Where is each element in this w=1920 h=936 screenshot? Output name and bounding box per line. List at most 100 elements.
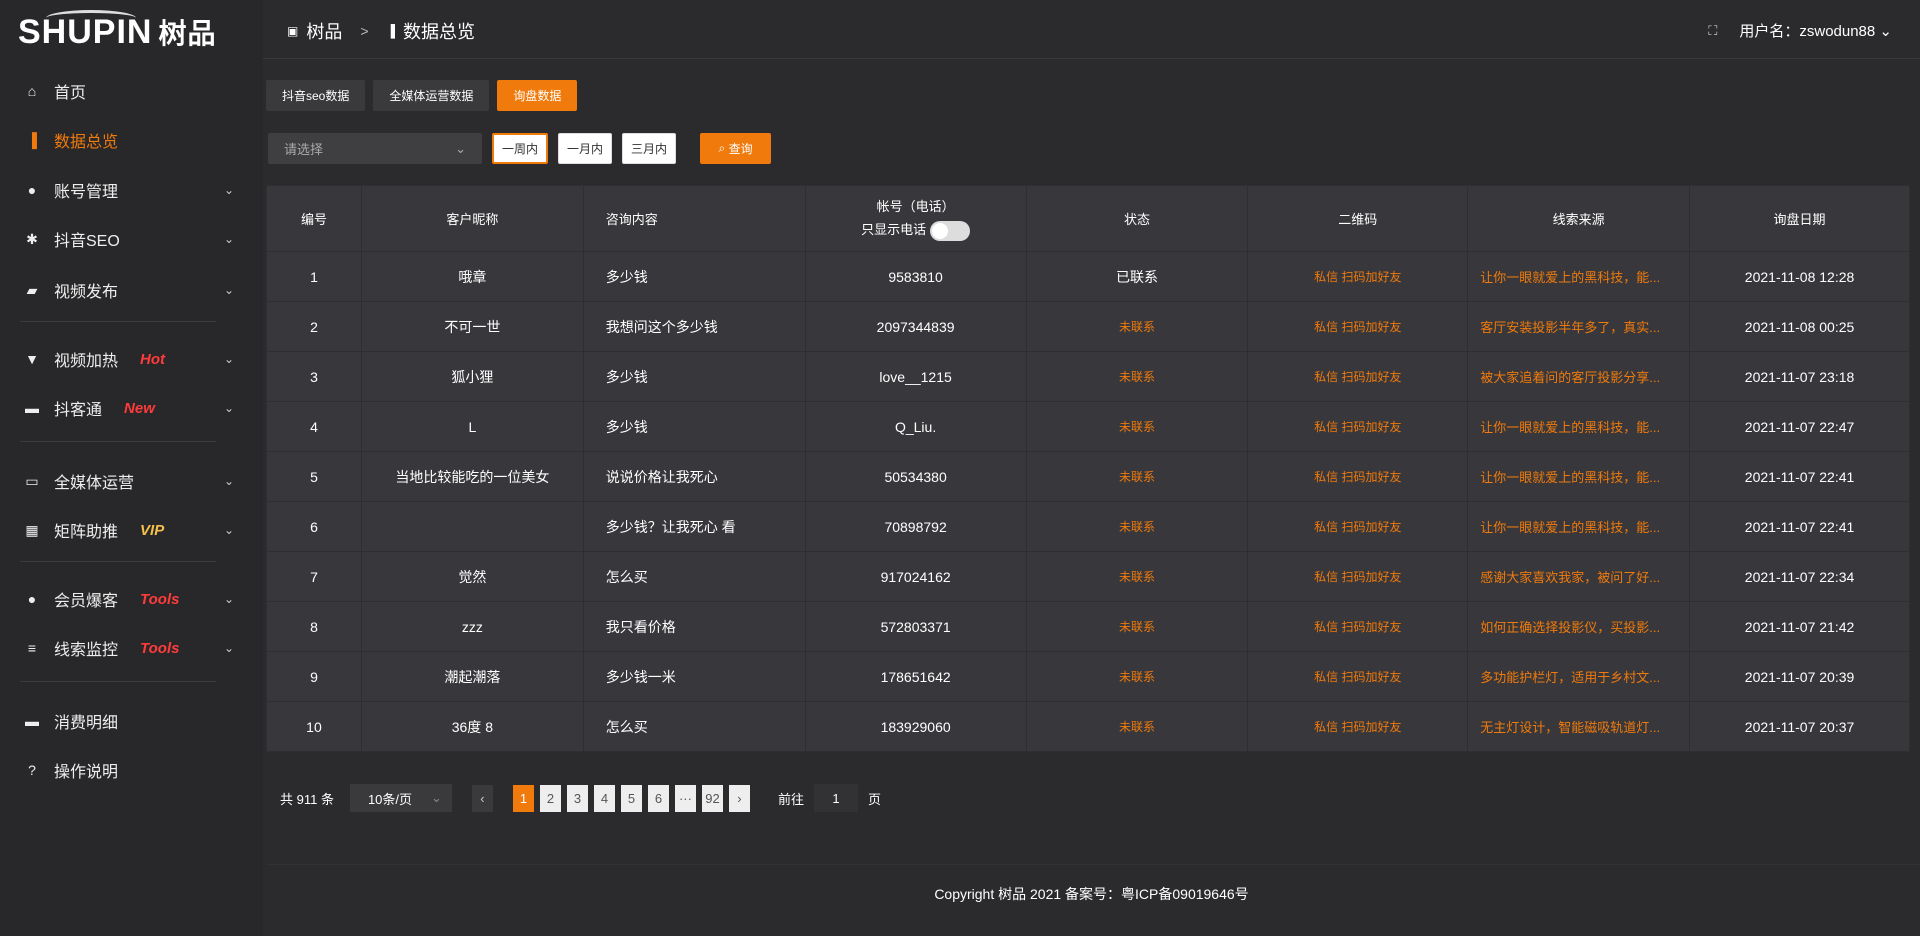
chevron-down-icon: ⌄ — [223, 474, 234, 488]
select-placeholder: 请选择 — [284, 142, 324, 157]
qr-add-friend-link[interactable]: 私信 扫码加好友 — [1247, 551, 1469, 602]
chevron-down-icon: ⌄ — [431, 790, 442, 805]
home-icon: ⌂ — [27, 83, 37, 99]
qr-add-friend-link[interactable]: 私信 扫码加好友 — [1247, 651, 1469, 702]
cell-source-link[interactable]: 让你一眼就爱上的黑科技，能... — [1467, 401, 1691, 452]
sidebar-item[interactable]: ▬ 抖客通 New ⌄ — [24, 393, 234, 423]
sidebar-item-label: 抖客通 — [54, 402, 103, 419]
sidebar-item[interactable]: ≡ 线索监控 Tools ⌄ — [24, 633, 234, 663]
sidebar-item[interactable]: ▼ 视频加热 Hot ⌄ — [24, 344, 234, 374]
sidebar-item-label: 视频发布 — [54, 284, 119, 301]
fullscreen-icon[interactable]: ⛶ — [1708, 22, 1718, 38]
user-menu[interactable]: 用户名：zswodun88 ⌄ — [1739, 20, 1892, 41]
chat-icon: ▬ — [25, 400, 39, 416]
table-row: 3 狐小狸 多少钱 love__1215 未联系 私信 扫码加好友 被大家追着问… — [266, 351, 1910, 402]
cell-account: 70898792 — [804, 501, 1027, 552]
tab-douyin-seo[interactable]: 抖音seo数据 — [266, 80, 366, 111]
cell-date: 2021-11-07 23:18 — [1689, 351, 1910, 402]
goto-page-input[interactable]: 1 — [813, 784, 858, 812]
sidebar-item[interactable]: ▐ 数据总览 — [24, 125, 234, 155]
phone-only-label: 只显示电话 — [861, 222, 927, 238]
data-tabs: 抖音seo数据 全媒体运营数据 询盘数据 — [266, 80, 578, 111]
table-row: 5 当地比较能吃的一位美女 说说价格让我死心 50534380 未联系 私信 扫… — [266, 451, 1910, 502]
sidebar-item[interactable]: ▭ 全媒体运营 ⌄ — [24, 466, 234, 496]
cell-source-link[interactable]: 多功能护栏灯，适用于乡村文... — [1467, 651, 1691, 702]
username: 用户名：zswodun88 — [1739, 23, 1876, 40]
sidebar-item-label: 账号管理 — [54, 184, 119, 201]
next-page-button[interactable]: › — [728, 784, 750, 812]
sidebar-item[interactable]: ⌂ 首页 — [24, 76, 234, 106]
table-row: 1 哦章 多少钱 9583810 已联系 私信 扫码加好友 让你一眼就爱上的黑科… — [266, 251, 1910, 302]
monitor-icon: ▭ — [25, 472, 39, 489]
qr-add-friend-link[interactable]: 私信 扫码加好友 — [1247, 501, 1469, 552]
cell-nickname: 哦章 — [360, 251, 584, 302]
col-qr: 二维码 — [1247, 185, 1469, 252]
cell-status: 未联系 — [1025, 651, 1249, 702]
chevron-down-icon: ⌄ — [223, 183, 234, 197]
page-button[interactable]: 4 — [593, 784, 615, 812]
query-button[interactable]: ⌕ 查询 — [700, 133, 772, 164]
sidebar-badge: Hot — [140, 350, 166, 368]
cell-source-link[interactable]: 让你一眼就爱上的黑科技，能... — [1467, 501, 1691, 552]
range-week-button[interactable]: 一周内 — [492, 133, 549, 164]
qr-add-friend-link[interactable]: 私信 扫码加好友 — [1247, 301, 1469, 352]
cell-nickname: 潮起潮落 — [360, 651, 584, 702]
tab-inquiry[interactable]: 询盘数据 — [497, 80, 578, 111]
page-size-select[interactable]: 10条/页 ⌄ — [349, 784, 452, 812]
total-count: 共 911 条 — [280, 791, 334, 807]
cell-content: 多少钱？让我死心 看 — [582, 501, 806, 552]
source-select[interactable]: 请选择 ⌄ — [268, 133, 482, 164]
cell-source-link[interactable]: 如何正确选择投影仪，买投影... — [1467, 601, 1691, 652]
sidebar-item[interactable]: ● 账号管理 ⌄ — [24, 175, 234, 205]
cell-account: 178651642 — [804, 651, 1027, 702]
sidebar-badge: Tools — [140, 639, 180, 657]
cell-source-link[interactable]: 让你一眼就爱上的黑科技，能... — [1467, 251, 1691, 302]
qr-add-friend-link[interactable]: 私信 扫码加好友 — [1247, 251, 1469, 302]
qr-add-friend-link[interactable]: 私信 扫码加好友 — [1247, 451, 1469, 502]
logo[interactable]: SHUPIN 树品 — [18, 10, 216, 52]
cell-nickname — [360, 501, 584, 552]
qr-add-friend-link[interactable]: 私信 扫码加好友 — [1247, 701, 1469, 752]
sidebar-badge: New — [124, 399, 155, 417]
breadcrumb-home[interactable]: 树品 — [306, 22, 343, 42]
cell-source-link[interactable]: 感谢大家喜欢我家，被问了好... — [1467, 551, 1691, 602]
cell-id: 10 — [266, 701, 362, 752]
range-3month-button[interactable]: 三月内 — [622, 133, 677, 164]
cell-date: 2021-11-07 22:34 — [1689, 551, 1910, 602]
qr-add-friend-link[interactable]: 私信 扫码加好友 — [1247, 401, 1469, 452]
sidebar-item[interactable]: ▬ 消费明细 — [24, 706, 234, 736]
chevron-down-icon: ⌄ — [223, 232, 234, 246]
page-button[interactable]: ··· — [674, 784, 696, 812]
page-button[interactable]: 92 — [701, 784, 723, 812]
sidebar-item[interactable]: ● 会员爆客 Tools ⌄ — [24, 584, 234, 614]
chevron-down-icon: ⌄ — [455, 140, 466, 156]
prev-page-button[interactable]: ‹ — [471, 784, 493, 812]
phone-only-toggle[interactable] — [930, 220, 971, 241]
page-button[interactable]: 2 — [539, 784, 561, 812]
range-month-button[interactable]: 一月内 — [558, 133, 613, 164]
table-row: 9 潮起潮落 多少钱一米 178651642 未联系 私信 扫码加好友 多功能护… — [266, 651, 1910, 702]
qr-add-friend-link[interactable]: 私信 扫码加好友 — [1247, 601, 1469, 652]
page-button[interactable]: 6 — [647, 784, 669, 812]
sidebar-item[interactable]: ▰ 视频发布 ⌄ — [24, 275, 234, 305]
sidebar-divider — [20, 681, 216, 682]
cell-id: 2 — [266, 301, 362, 352]
cell-source-link[interactable]: 被大家追着问的客厅投影分享... — [1467, 351, 1691, 402]
cell-source-link[interactable]: 客厅安装投影半年多了，真实... — [1467, 301, 1691, 352]
page-button[interactable]: 5 — [620, 784, 642, 812]
sidebar-item[interactable]: ▦ 矩阵助推 VIP ⌄ — [24, 515, 234, 545]
page-button[interactable]: 3 — [566, 784, 588, 812]
cell-source-link[interactable]: 无主灯设计，智能磁吸轨道灯... — [1467, 701, 1691, 752]
copyright: Copyright 树品 2021 备案号：粤ICP备09019646号 — [934, 886, 1249, 902]
tab-all-media[interactable]: 全媒体运营数据 — [373, 80, 490, 111]
cell-source-link[interactable]: 让你一眼就爱上的黑科技，能... — [1467, 451, 1691, 502]
wallet-icon: ▬ — [25, 713, 39, 729]
page-button[interactable]: 1 — [512, 784, 534, 812]
sidebar: SHUPIN 树品 ⌂ 首页 ▐ 数据总览 ● 账号管理 ⌄ ✱ 抖音SEO ⌄ ▰ 视频发布 ⌄ ▼ 视频加… — [0, 0, 263, 936]
sidebar-item[interactable]: ? 操作说明 — [24, 755, 234, 785]
breadcrumb: ▣ 树品 > ▐ 数据总览 — [287, 18, 475, 44]
sidebar-item[interactable]: ✱ 抖音SEO ⌄ — [24, 224, 234, 254]
qr-add-friend-link[interactable]: 私信 扫码加好友 — [1247, 351, 1469, 402]
cell-status: 未联系 — [1025, 701, 1249, 752]
cell-account: 9583810 — [804, 251, 1027, 302]
